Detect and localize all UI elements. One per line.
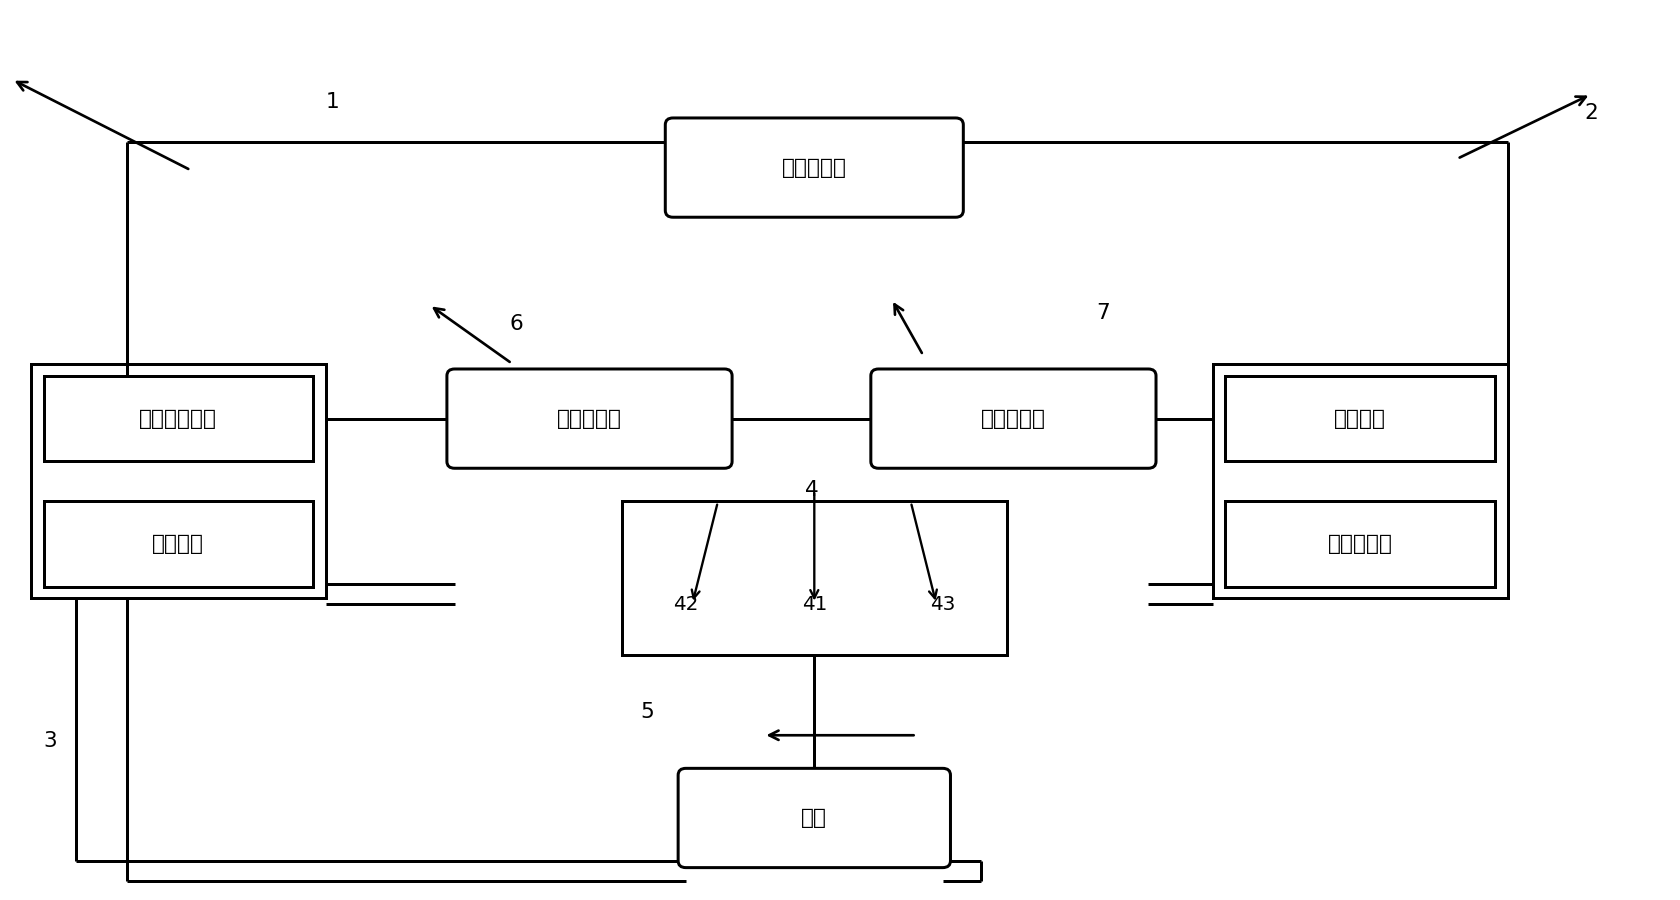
Text: 42: 42 (674, 595, 699, 614)
Text: 6: 6 (509, 314, 522, 335)
Text: 5: 5 (640, 702, 654, 723)
Text: 2: 2 (1584, 104, 1598, 123)
Bar (622, 501, 1006, 655)
FancyBboxPatch shape (870, 369, 1156, 468)
FancyBboxPatch shape (665, 118, 963, 217)
Bar (44, 376, 312, 462)
Bar (1213, 364, 1509, 598)
FancyBboxPatch shape (447, 369, 732, 468)
Bar (30, 364, 326, 598)
Text: 3: 3 (44, 731, 57, 751)
Text: 1: 1 (326, 92, 339, 112)
Text: 水冷管道: 水冷管道 (153, 534, 205, 554)
Text: 加热段水阀: 加热段水阀 (981, 409, 1047, 428)
Text: 41: 41 (801, 595, 827, 614)
Text: 7: 7 (1097, 303, 1110, 323)
Text: 4: 4 (805, 480, 818, 500)
Text: 降温段水阀: 降温段水阀 (558, 409, 622, 428)
Text: 43: 43 (931, 595, 956, 614)
Text: 加热管道: 加热管道 (1334, 409, 1386, 428)
Bar (1225, 501, 1495, 587)
Text: 水泵: 水泵 (801, 808, 827, 828)
Text: 座椅或转把: 座椅或转把 (1327, 534, 1393, 554)
Bar (1225, 376, 1495, 462)
Text: 隔离段水阀: 隔离段水阀 (781, 158, 847, 177)
Text: 电机热源系统: 电机热源系统 (139, 409, 217, 428)
Bar (44, 501, 312, 587)
FancyBboxPatch shape (679, 769, 951, 868)
